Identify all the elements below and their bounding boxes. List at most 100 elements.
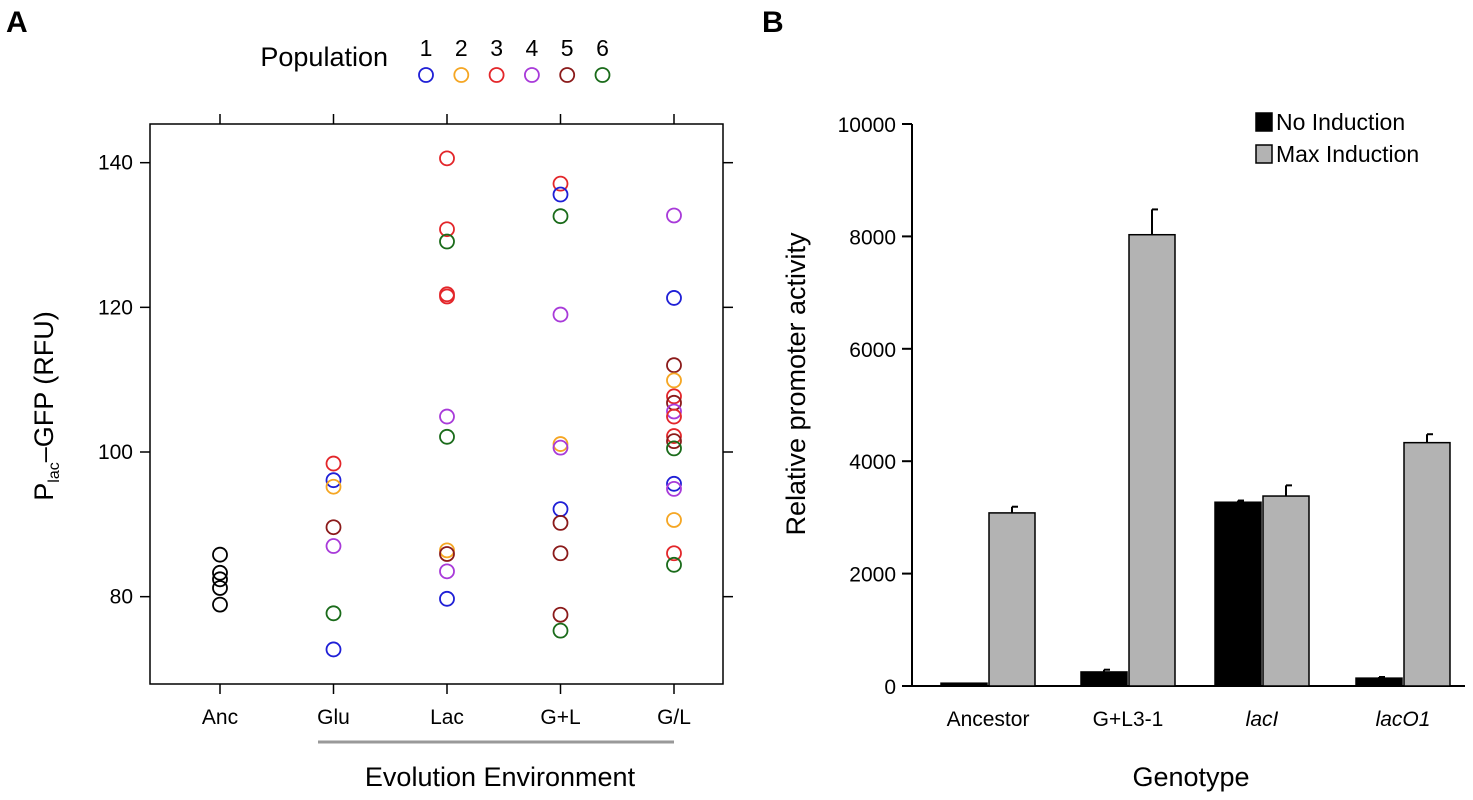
data-point [552, 186, 569, 203]
bar [1214, 501, 1262, 687]
y-axis-title-a: Plac–GFP (RFU) [29, 311, 63, 500]
panel-label-b: B [762, 6, 784, 39]
data-point [666, 545, 682, 562]
data-point [666, 207, 682, 224]
y-axis-title-sub: lac [46, 462, 63, 482]
data-point [439, 221, 455, 238]
data-point [212, 596, 228, 613]
data-point [666, 388, 682, 405]
legend-swatch [1255, 112, 1273, 132]
x-tick-label: Anc [202, 706, 238, 729]
y-tick-label: 2000 [849, 564, 896, 587]
data-point [666, 556, 682, 573]
legend-number: 3 [490, 35, 503, 61]
data-point [552, 514, 569, 531]
data-point [666, 357, 682, 374]
x-tick-label: lacO1 [1376, 708, 1431, 731]
legend-label: No Induction [1276, 109, 1405, 135]
scatter-axis-ticks: 80 100 120 140 Anc Glu Lac G+L G/L [98, 114, 733, 729]
data-point [439, 150, 455, 167]
data-point [552, 439, 569, 456]
scatter-plot-frame [149, 123, 724, 685]
legend-title: Population [260, 42, 388, 72]
data-point [212, 564, 228, 581]
y-tick-label: 120 [98, 296, 133, 319]
data-point [439, 233, 455, 250]
data-point [325, 519, 342, 536]
data-point [212, 546, 228, 563]
legend-label: Max Induction [1276, 141, 1419, 167]
data-point [325, 472, 342, 489]
bar-legend: No Induction Max Induction [1255, 109, 1419, 167]
data-point [666, 480, 682, 497]
data-point [666, 408, 682, 425]
bar [1403, 441, 1451, 687]
x-tick-label: lacI [1246, 708, 1279, 731]
data-point [439, 563, 455, 580]
x-tick-label: Glu [317, 706, 350, 729]
data-point [212, 571, 228, 588]
data-point [666, 475, 682, 492]
data-point [325, 538, 342, 554]
legend-marker [418, 67, 434, 83]
data-point [666, 290, 682, 306]
y-axis-title-b: Relative promoter activity [781, 232, 811, 536]
data-point [552, 606, 569, 623]
data-point [552, 175, 569, 192]
y-tick-label: 140 [98, 152, 133, 175]
data-point [325, 641, 342, 658]
legend-number: 4 [526, 35, 539, 61]
y-axis-title-rest: –GFP (RFU) [29, 311, 59, 462]
bar [988, 512, 1036, 687]
data-point [552, 501, 569, 518]
bar [1262, 495, 1310, 687]
data-point [439, 288, 455, 305]
data-point [439, 428, 455, 445]
data-point [439, 590, 455, 607]
x-tick-label: G/L [657, 706, 691, 729]
y-tick-label: 80 [110, 586, 133, 609]
data-point [666, 372, 682, 389]
x-tick-label: G+L3-1 [1093, 708, 1164, 731]
data-point [666, 428, 682, 444]
y-tick-label: 100 [98, 441, 133, 464]
data-point [212, 580, 228, 596]
legend-swatch [1255, 144, 1273, 164]
legend-marker [559, 67, 576, 83]
data-point [552, 208, 569, 225]
legend-marker [524, 67, 540, 83]
legend-number: 1 [420, 35, 433, 61]
legend-marker [453, 67, 470, 83]
data-point [666, 433, 682, 450]
data-point [666, 440, 682, 457]
bar-axis-ticks: 0 2000 4000 6000 8000 10000 [838, 114, 912, 699]
legend-number: 5 [561, 35, 574, 61]
data-point [552, 306, 569, 323]
data-point [325, 478, 342, 495]
data-point [666, 512, 682, 528]
y-axis-title-main: P [29, 483, 59, 501]
bar [940, 682, 988, 687]
y-tick-label: 4000 [849, 451, 896, 474]
legend-number: 2 [455, 35, 468, 61]
x-tick-label: Lac [430, 706, 464, 729]
y-tick-label: 10000 [838, 114, 896, 137]
bars: Ancestor G+L3-1 lacI lacO1 [940, 208, 1451, 731]
scatter-points [212, 150, 682, 658]
y-tick-label: 0 [884, 676, 896, 699]
bar-chart: 0 2000 4000 6000 8000 10000 Ancestor G+L3-1 lac… [781, 109, 1465, 792]
x-tick-label: G+L [540, 706, 580, 729]
bar [1355, 677, 1403, 687]
data-point [439, 546, 455, 562]
bar [1128, 233, 1176, 687]
legend-marker [594, 67, 611, 83]
bar [1080, 671, 1128, 687]
data-point [325, 455, 342, 472]
data-point [666, 403, 682, 420]
data-point [439, 542, 455, 559]
x-tick-label: Ancestor [947, 708, 1030, 731]
data-point [552, 436, 569, 452]
